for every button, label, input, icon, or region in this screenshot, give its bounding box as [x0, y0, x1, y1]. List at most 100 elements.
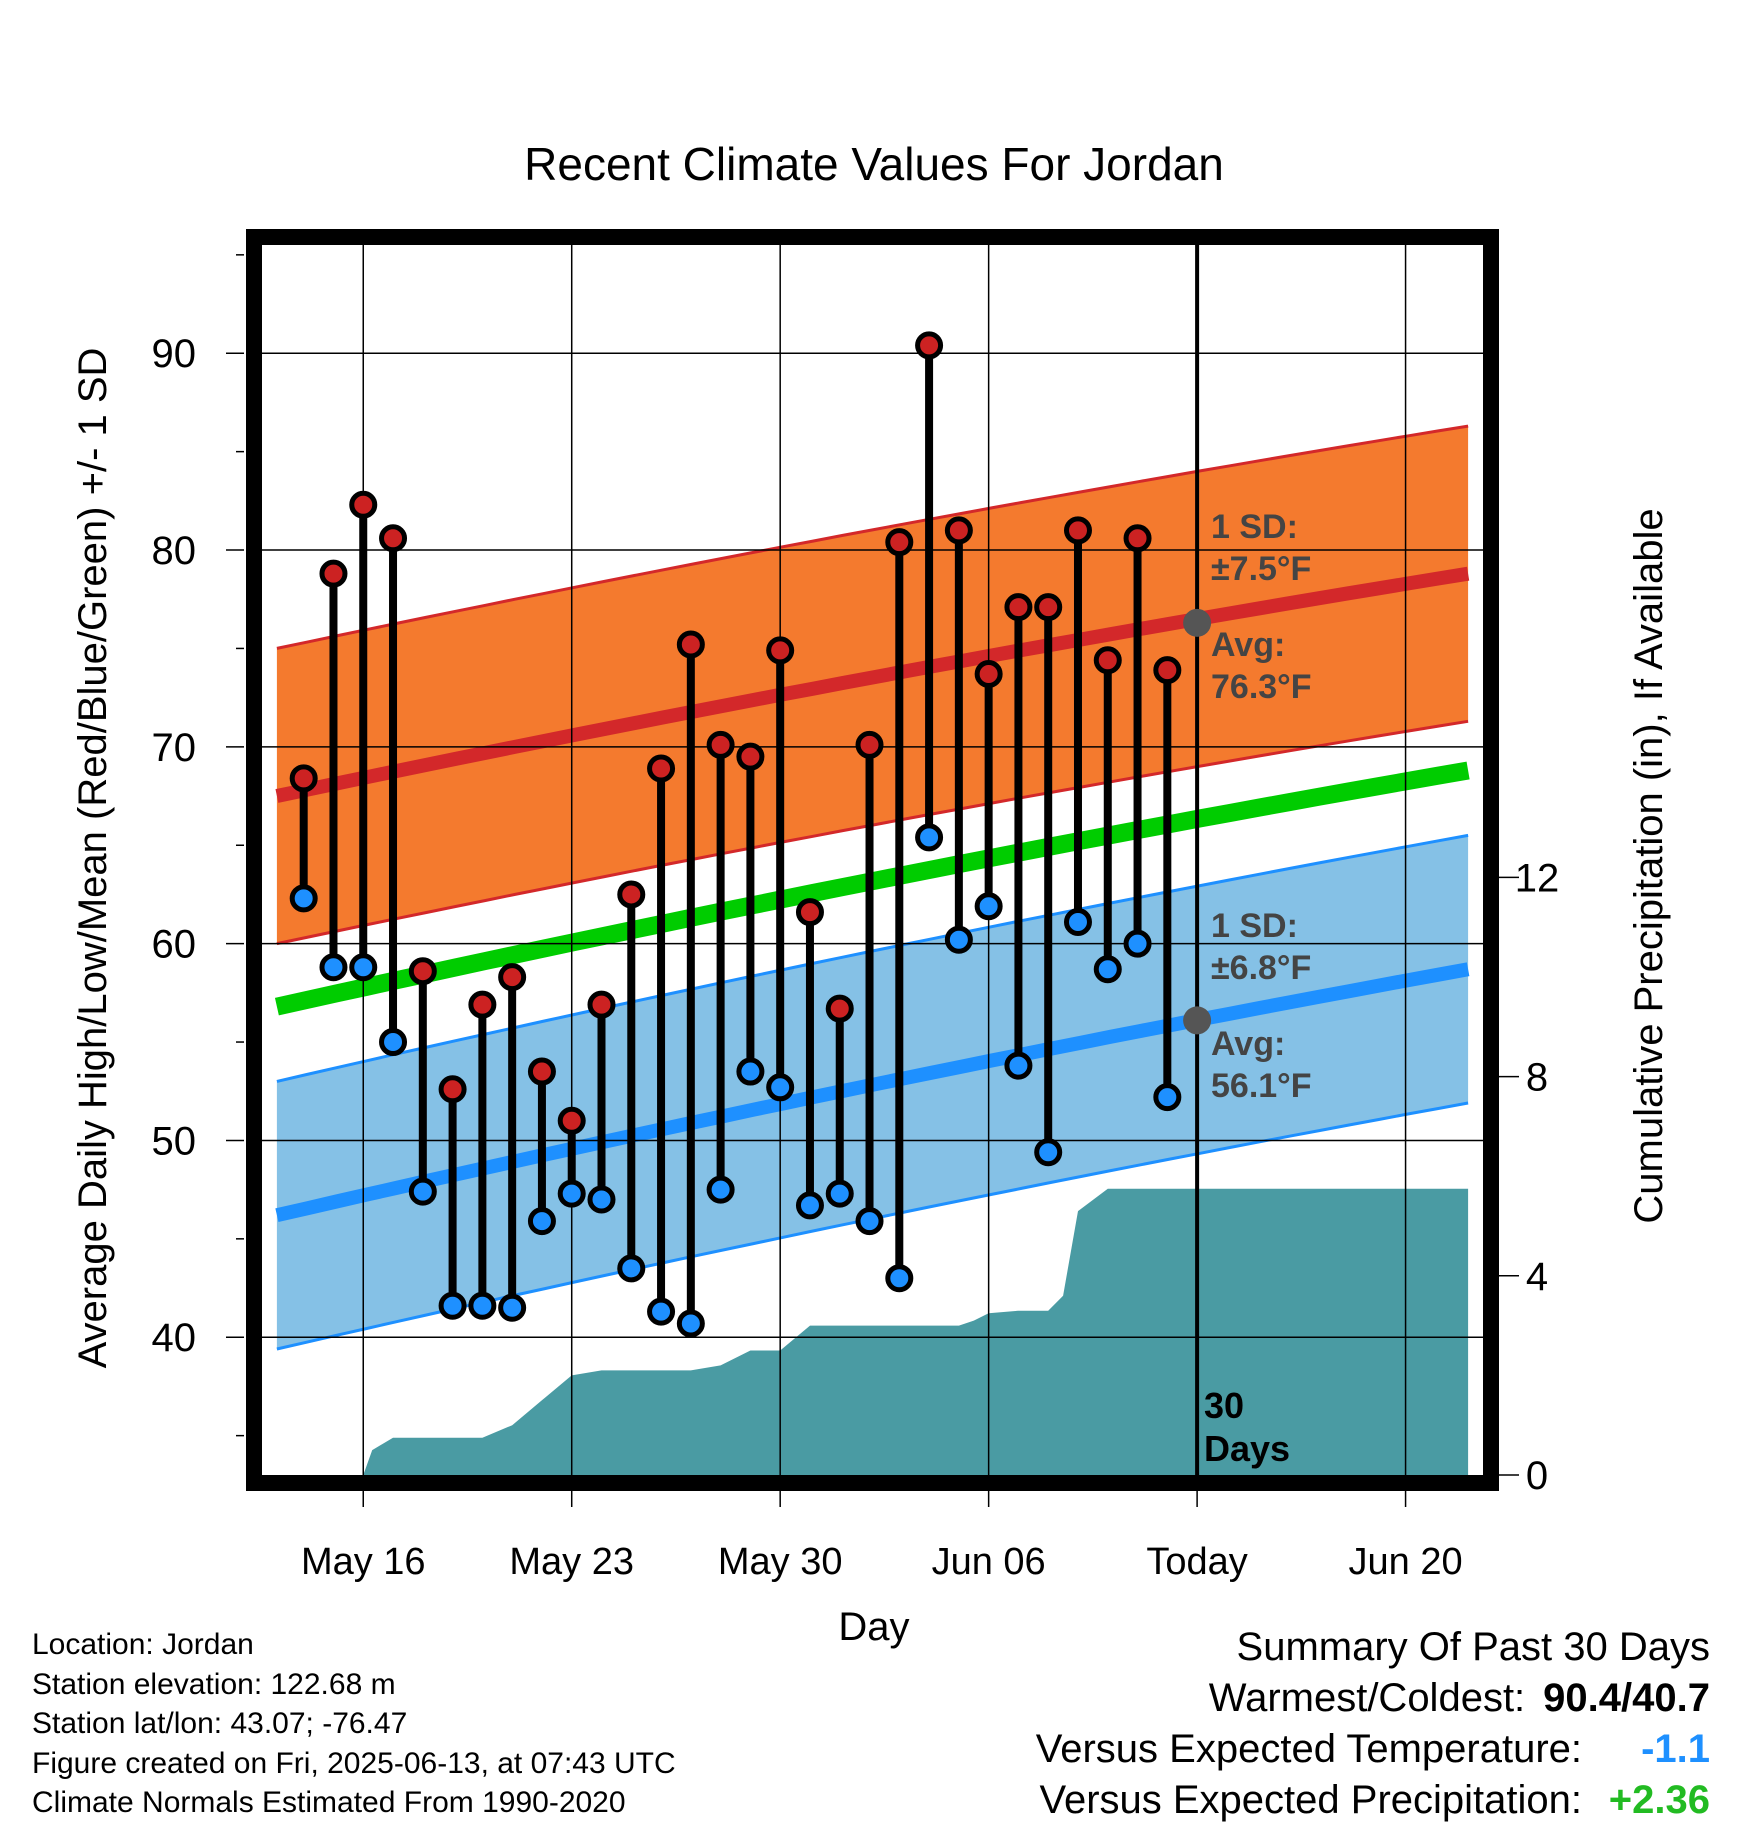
y-axis-left-label: Average Daily High/Low/Mean (Red/Blue/Gr… — [71, 348, 115, 1369]
daily-high-point — [885, 528, 914, 557]
high-normal-line — [275, 566, 1470, 803]
daily-high-point — [587, 990, 616, 1019]
daily-low-point — [289, 884, 318, 913]
y-right-tick-label: 0 — [1526, 1454, 1548, 1498]
daily-high-point — [349, 490, 378, 519]
daily-low-point — [974, 892, 1003, 921]
warmest-value: 90.4/40.7 — [1543, 1676, 1710, 1720]
daily-low-point — [1063, 907, 1092, 936]
daily-high-point — [557, 1106, 586, 1135]
location-text: Location: Jordan — [32, 1628, 254, 1661]
daily-low-point — [1093, 955, 1122, 984]
precip-label: Versus Expected Precipitation: — [1039, 1778, 1582, 1822]
daily-low-point — [647, 1297, 676, 1326]
daily-low-point — [379, 1028, 408, 1057]
low-avg-label: Avg: — [1211, 1025, 1285, 1063]
x-tick-label: Today — [1146, 1541, 1247, 1583]
x-tick-label: Jun 20 — [1349, 1541, 1463, 1583]
daily-low-point — [676, 1309, 705, 1338]
daily-high-point — [498, 963, 527, 992]
summary-precip-row: Versus Expected Precipitation: +2.36 — [1036, 1775, 1710, 1826]
precip-value: +2.36 — [1608, 1778, 1710, 1822]
y-axis-right-label: Cumulative Precipitation (in), If Availa… — [1627, 508, 1671, 1223]
x-tick-label: May 16 — [301, 1541, 426, 1583]
high-annotation: 1 SD: ±7.5°F Avg: 76.3°F — [1211, 508, 1312, 706]
plot-border — [246, 229, 1499, 1491]
y-right-tick-label: 4 — [1526, 1255, 1548, 1299]
daily-low-point — [1034, 1138, 1063, 1167]
daily-low-point — [766, 1073, 795, 1102]
daily-high-point — [527, 1057, 556, 1086]
low-avg-value: 56.1°F — [1211, 1067, 1312, 1105]
low-sd-label: 1 SD: — [1211, 907, 1298, 945]
daily-low-point — [617, 1254, 646, 1283]
summary-warmest-row: Warmest/Coldest: 90.4/40.7 — [1036, 1673, 1710, 1724]
created-text: Figure created on Fri, 2025-06-13, at 07… — [32, 1746, 676, 1780]
x-axis-label: Day — [838, 1605, 909, 1649]
daily-low-point — [438, 1291, 467, 1320]
daily-high-point — [379, 524, 408, 553]
y-left-tick-label: 90 — [152, 332, 197, 376]
daily-high-point — [468, 990, 497, 1019]
daily-low-point — [915, 823, 944, 852]
high-avg-label: Avg: — [1211, 626, 1285, 664]
today-high-avg-marker — [1183, 608, 1212, 637]
daily-high-point — [736, 742, 765, 771]
daily-low-point — [319, 953, 348, 982]
summary-heading: Summary Of Past 30 Days — [1236, 1625, 1710, 1669]
high-band-upper-edge — [276, 424, 1469, 650]
daily-low-point — [855, 1207, 884, 1236]
y-right-tick-label: 8 — [1526, 1056, 1548, 1100]
station-info: Location: Jordan Station elevation: 122.… — [32, 1625, 676, 1823]
latlon-text: Station lat/lon: 43.07; -76.47 — [32, 1707, 408, 1740]
y-left-tick-label: 80 — [152, 529, 197, 573]
daily-high-point — [1123, 524, 1152, 553]
chart-title: Recent Climate Values For Jordan — [524, 138, 1224, 190]
y-left-tick-label: 70 — [152, 726, 197, 770]
high-sd-label: 1 SD: — [1211, 508, 1298, 546]
summary-temp-row: Versus Expected Temperature: -1.1 — [1036, 1724, 1710, 1775]
daily-high-point — [706, 730, 735, 759]
daily-low-point — [706, 1175, 735, 1204]
daily-high-point — [617, 880, 646, 909]
window-annotation: 30 Days — [1204, 1385, 1290, 1469]
daily-low-point — [349, 953, 378, 982]
daily-low-point — [1004, 1051, 1033, 1080]
temp-label: Versus Expected Temperature: — [1035, 1727, 1582, 1771]
summary-panel: Summary Of Past 30 Days Warmest/Coldest:… — [1036, 1622, 1710, 1826]
daily-low-point — [1153, 1083, 1182, 1112]
daily-high-point — [1063, 516, 1092, 545]
daily-low-point — [795, 1191, 824, 1220]
daily-high-point — [795, 898, 824, 927]
daily-low-point — [1123, 929, 1152, 958]
daily-high-point — [825, 994, 854, 1023]
daily-high-point — [974, 660, 1003, 689]
precip-area — [363, 1188, 1469, 1475]
y-left-tick-label: 60 — [152, 923, 197, 967]
daily-low-point — [885, 1264, 914, 1293]
daily-low-point — [736, 1057, 765, 1086]
y-left-tick-label: 50 — [152, 1119, 197, 1163]
daily-high-point — [647, 754, 676, 783]
daily-high-point — [766, 636, 795, 665]
low-annotation: 1 SD: ±6.8°F Avg: 56.1°F — [1211, 907, 1312, 1105]
daily-high-point — [408, 957, 437, 986]
daily-high-point — [438, 1075, 467, 1104]
x-tick-label: May 30 — [718, 1541, 843, 1583]
daily-low-point — [557, 1179, 586, 1208]
daily-high-point — [289, 764, 318, 793]
daily-high-point — [319, 559, 348, 588]
high-sd-value: ±7.5°F — [1211, 550, 1311, 588]
daily-high-point — [944, 516, 973, 545]
daily-low-point — [468, 1291, 497, 1320]
daily-high-point — [915, 331, 944, 360]
daily-low-point — [498, 1293, 527, 1322]
window-days-label: Days — [1204, 1428, 1290, 1469]
normals-text: Climate Normals Estimated From 1990-2020 — [32, 1786, 626, 1819]
high-sd-band — [276, 426, 1469, 944]
daily-high-point — [676, 630, 705, 659]
daily-high-point — [855, 730, 884, 759]
daily-low-point — [944, 925, 973, 954]
daily-high-point — [1093, 646, 1122, 675]
